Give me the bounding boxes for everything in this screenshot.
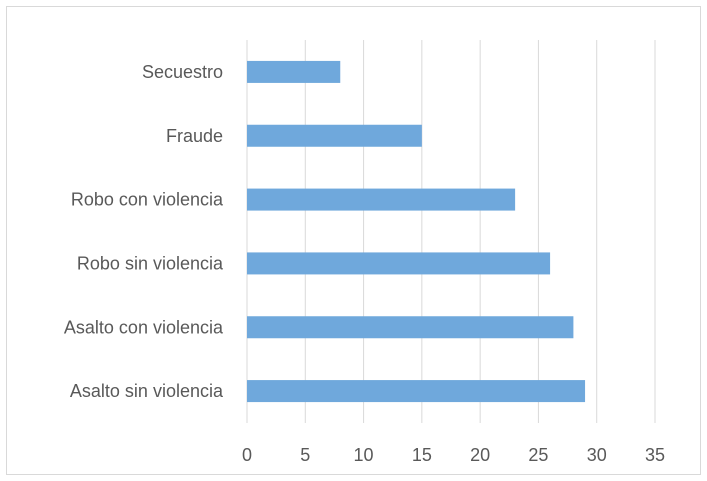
x-tick-label: 30	[587, 445, 607, 465]
x-tick-label: 10	[354, 445, 374, 465]
bar-secuestro	[247, 60, 341, 83]
gridlines	[246, 40, 656, 423]
category-label: Secuestro	[142, 62, 223, 82]
bar-robo-con-violencia	[247, 188, 516, 211]
bar-asalto-sin-violencia	[247, 380, 586, 403]
category-label: Robo sin violencia	[77, 253, 224, 273]
x-tick-label: 0	[242, 445, 252, 465]
category-labels: Secuestro Fraude Robo con violencia Robo si…	[64, 62, 224, 401]
x-axis-tick-labels: 0 5 10 15 20 25 30 35	[242, 445, 665, 465]
bar-asalto-con-violencia	[247, 316, 574, 339]
category-label: Asalto con violencia	[64, 317, 224, 337]
bar-robo-sin-violencia	[247, 252, 551, 275]
category-label: Fraude	[166, 126, 223, 146]
x-tick-label: 15	[412, 445, 432, 465]
x-tick-label: 5	[300, 445, 310, 465]
category-label: Asalto sin violencia	[70, 381, 224, 401]
x-tick-label: 35	[645, 445, 665, 465]
category-label: Robo con violencia	[71, 190, 224, 210]
bar-fraude	[247, 124, 422, 147]
x-tick-label: 20	[470, 445, 490, 465]
bars	[247, 60, 586, 403]
x-tick-label: 25	[528, 445, 548, 465]
